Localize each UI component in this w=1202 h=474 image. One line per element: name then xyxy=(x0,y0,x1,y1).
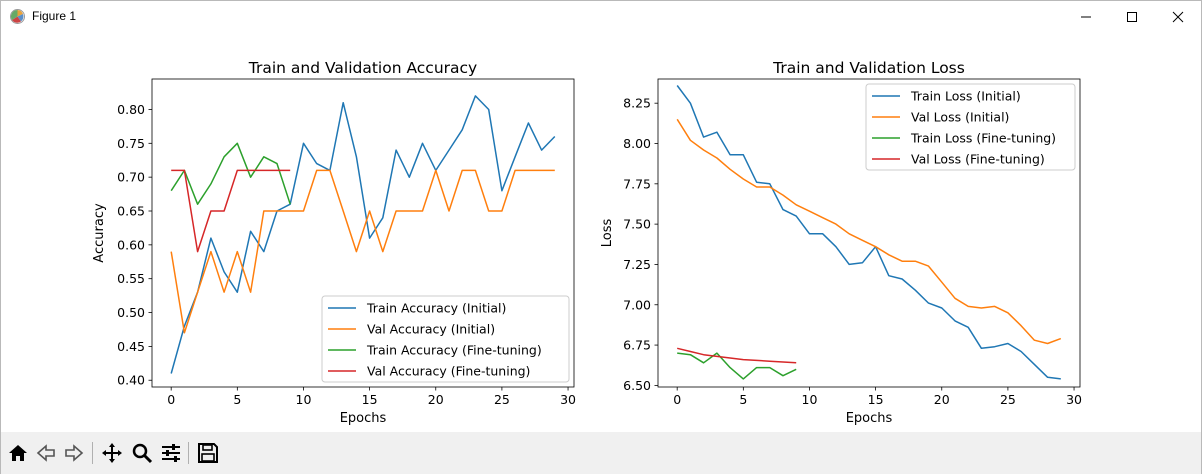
x-tick-label: 30 xyxy=(1066,392,1082,407)
toolbar-separator xyxy=(188,442,189,464)
legend-label: Val Accuracy (Initial) xyxy=(367,322,495,337)
back-icon xyxy=(36,444,55,462)
x-tick-label: 25 xyxy=(494,392,510,407)
y-tick-label: 0.70 xyxy=(117,170,145,185)
legend-box xyxy=(321,295,570,383)
x-tick-label: 0 xyxy=(167,392,175,407)
title-bar[interactable]: Figure 1 xyxy=(1,1,1201,32)
legend-label: Val Accuracy (Fine-tuning) xyxy=(367,364,530,379)
x-tick-label: 20 xyxy=(934,392,950,407)
x-tick-label: 15 xyxy=(362,392,378,407)
chart-2: 0 5 10 15 20 25 30 6.50 6.75 7.00 7.25 7.50 7.75 8.00… xyxy=(600,59,1082,426)
x-axis-label: Epochs xyxy=(340,411,387,426)
maximize-icon xyxy=(1127,11,1137,22)
legend-label: Train Accuracy (Fine-tuning) xyxy=(366,343,542,358)
chart-title: Train and Validation Loss xyxy=(772,59,965,77)
minimize-icon xyxy=(1081,16,1091,17)
y-tick-label: 7.25 xyxy=(623,257,651,272)
pan-icon xyxy=(102,443,122,463)
y-axis-label: Loss xyxy=(600,219,615,248)
zoom-button[interactable] xyxy=(129,440,155,466)
chart-1: 0 5 10 15 20 25 30 0.40 0.45 0.50 0.55 0.60 0.65 0.70… xyxy=(92,59,576,426)
axes-frame xyxy=(151,78,575,388)
minimize-button[interactable] xyxy=(1063,1,1109,32)
y-axis-label: Accuracy xyxy=(92,203,107,263)
configure-subplots-button[interactable] xyxy=(158,440,184,466)
series-line xyxy=(170,95,556,374)
forward-button[interactable] xyxy=(61,440,87,466)
x-tick-label: 10 xyxy=(296,392,312,407)
matplotlib-app-icon xyxy=(10,9,25,24)
window-title: Figure 1 xyxy=(32,9,77,23)
y-tick-label: 0.50 xyxy=(117,305,145,320)
maximize-button[interactable] xyxy=(1109,1,1155,32)
legend-box xyxy=(865,83,1076,171)
x-tick-label: 5 xyxy=(739,392,747,407)
series-line xyxy=(676,85,1061,380)
y-tick-label: 7.50 xyxy=(623,217,651,232)
close-button[interactable] xyxy=(1155,1,1201,32)
y-tick-label: 0.60 xyxy=(117,237,145,252)
y-tick-label: 0.45 xyxy=(117,339,145,354)
y-tick-label: 0.55 xyxy=(117,271,145,286)
y-tick-label: 0.65 xyxy=(117,204,145,219)
series-line xyxy=(676,118,1062,345)
legend: Train Accuracy (Initial) Val Accuracy (In… xyxy=(321,295,570,383)
series-line xyxy=(171,169,291,253)
x-tick-label: 20 xyxy=(428,392,444,407)
legend-label: Train Loss (Initial) xyxy=(910,89,1021,104)
close-icon xyxy=(1172,11,1184,22)
series-line xyxy=(170,142,291,205)
figure-svg: 0 5 10 15 20 25 30 0.40 0.45 0.50 0.55 0.60 0.65 0.70… xyxy=(92,59,1082,426)
legend-label: Val Loss (Fine-tuning) xyxy=(911,152,1045,167)
x-tick-label: 0 xyxy=(673,392,681,407)
back-button[interactable] xyxy=(33,440,59,466)
y-tick-label: 7.00 xyxy=(623,297,651,312)
save-icon xyxy=(198,443,218,463)
x-tick-label: 10 xyxy=(802,392,818,407)
figure-canvas[interactable]: 0 5 10 15 20 25 30 0.40 0.45 0.50 0.55 0.60 0.65 0.70… xyxy=(1,32,1201,432)
series-line xyxy=(677,352,797,380)
forward-icon xyxy=(65,444,84,462)
y-tick-label: 0.80 xyxy=(117,102,145,117)
legend-label: Val Loss (Initial) xyxy=(911,110,1009,125)
y-tick-label: 0.75 xyxy=(117,136,145,151)
toolbar-separator xyxy=(92,442,93,464)
legend: Train Loss (Initial) Val Loss (Initial) Tr… xyxy=(865,83,1076,171)
y-tick-label: 0.40 xyxy=(117,373,145,388)
chart-title: Train and Validation Accuracy xyxy=(248,59,477,77)
y-tick-label: 6.75 xyxy=(623,338,651,353)
legend-label: Train Loss (Fine-tuning) xyxy=(910,131,1056,146)
x-tick-label: 5 xyxy=(233,392,241,407)
legend-label: Train Accuracy (Initial) xyxy=(366,301,506,316)
series-line xyxy=(170,169,555,334)
home-button[interactable] xyxy=(5,440,31,466)
series-line xyxy=(677,347,797,364)
save-button[interactable] xyxy=(195,440,221,466)
home-icon xyxy=(9,445,27,461)
axes-frame xyxy=(657,78,1081,388)
x-axis-label: Epochs xyxy=(846,411,893,426)
configure-icon xyxy=(162,444,180,462)
x-tick-label: 25 xyxy=(1000,392,1016,407)
navigation-toolbar xyxy=(1,432,1201,474)
y-tick-label: 7.75 xyxy=(623,176,651,191)
zoom-icon xyxy=(132,443,153,464)
x-tick-label: 15 xyxy=(868,392,884,407)
x-tick-label: 30 xyxy=(560,392,576,407)
y-tick-label: 6.50 xyxy=(623,378,651,393)
pan-button[interactable] xyxy=(99,440,125,466)
y-tick-label: 8.00 xyxy=(623,136,651,151)
y-tick-label: 8.25 xyxy=(623,96,651,111)
